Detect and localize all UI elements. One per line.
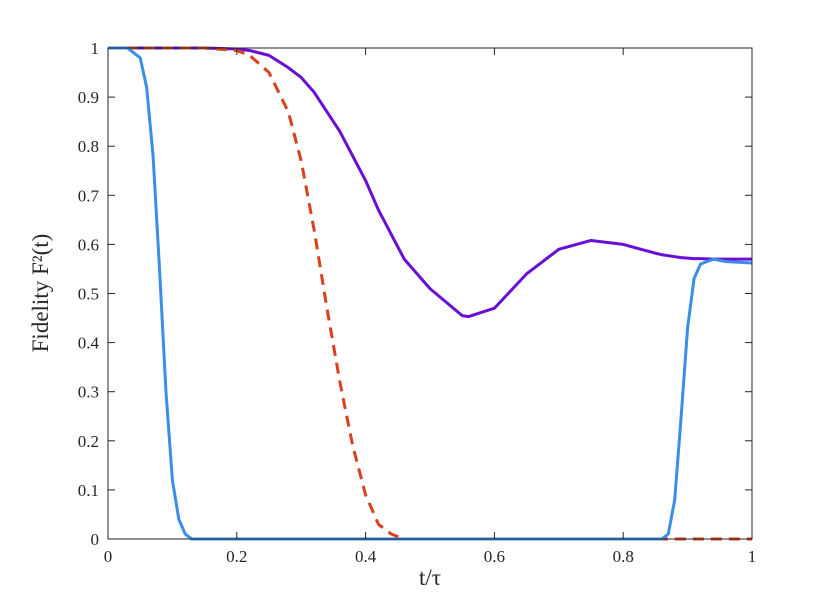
x-tick-label: 0 (104, 547, 113, 566)
y-tick-label: 0.5 (78, 285, 99, 304)
y-tick-label: 0.2 (78, 432, 99, 451)
x-tick-label: 0.8 (613, 547, 634, 566)
x-tick-label: 0.4 (355, 547, 377, 566)
x-axis-label: t/τ (419, 565, 441, 590)
y-tick-label: 0.1 (78, 481, 99, 500)
y-tick-label: 0.9 (78, 88, 99, 107)
y-tick-label: 0.3 (78, 383, 99, 402)
y-tick-label: 1 (91, 39, 100, 58)
y-tick-label: 0.8 (78, 137, 99, 156)
x-tick-label: 0.2 (226, 547, 247, 566)
y-tick-label: 0.6 (78, 235, 99, 254)
plot-area (108, 48, 752, 539)
series-line (108, 46, 752, 541)
y-tick-label: 0.4 (78, 334, 100, 353)
x-tick-label: 1 (748, 547, 757, 566)
y-tick-label: 0 (91, 530, 100, 549)
y-tick-label: 0.7 (78, 186, 100, 205)
x-tick-label: 0.6 (484, 547, 505, 566)
y-axis-label: Fidelity F²(t) (28, 234, 53, 353)
